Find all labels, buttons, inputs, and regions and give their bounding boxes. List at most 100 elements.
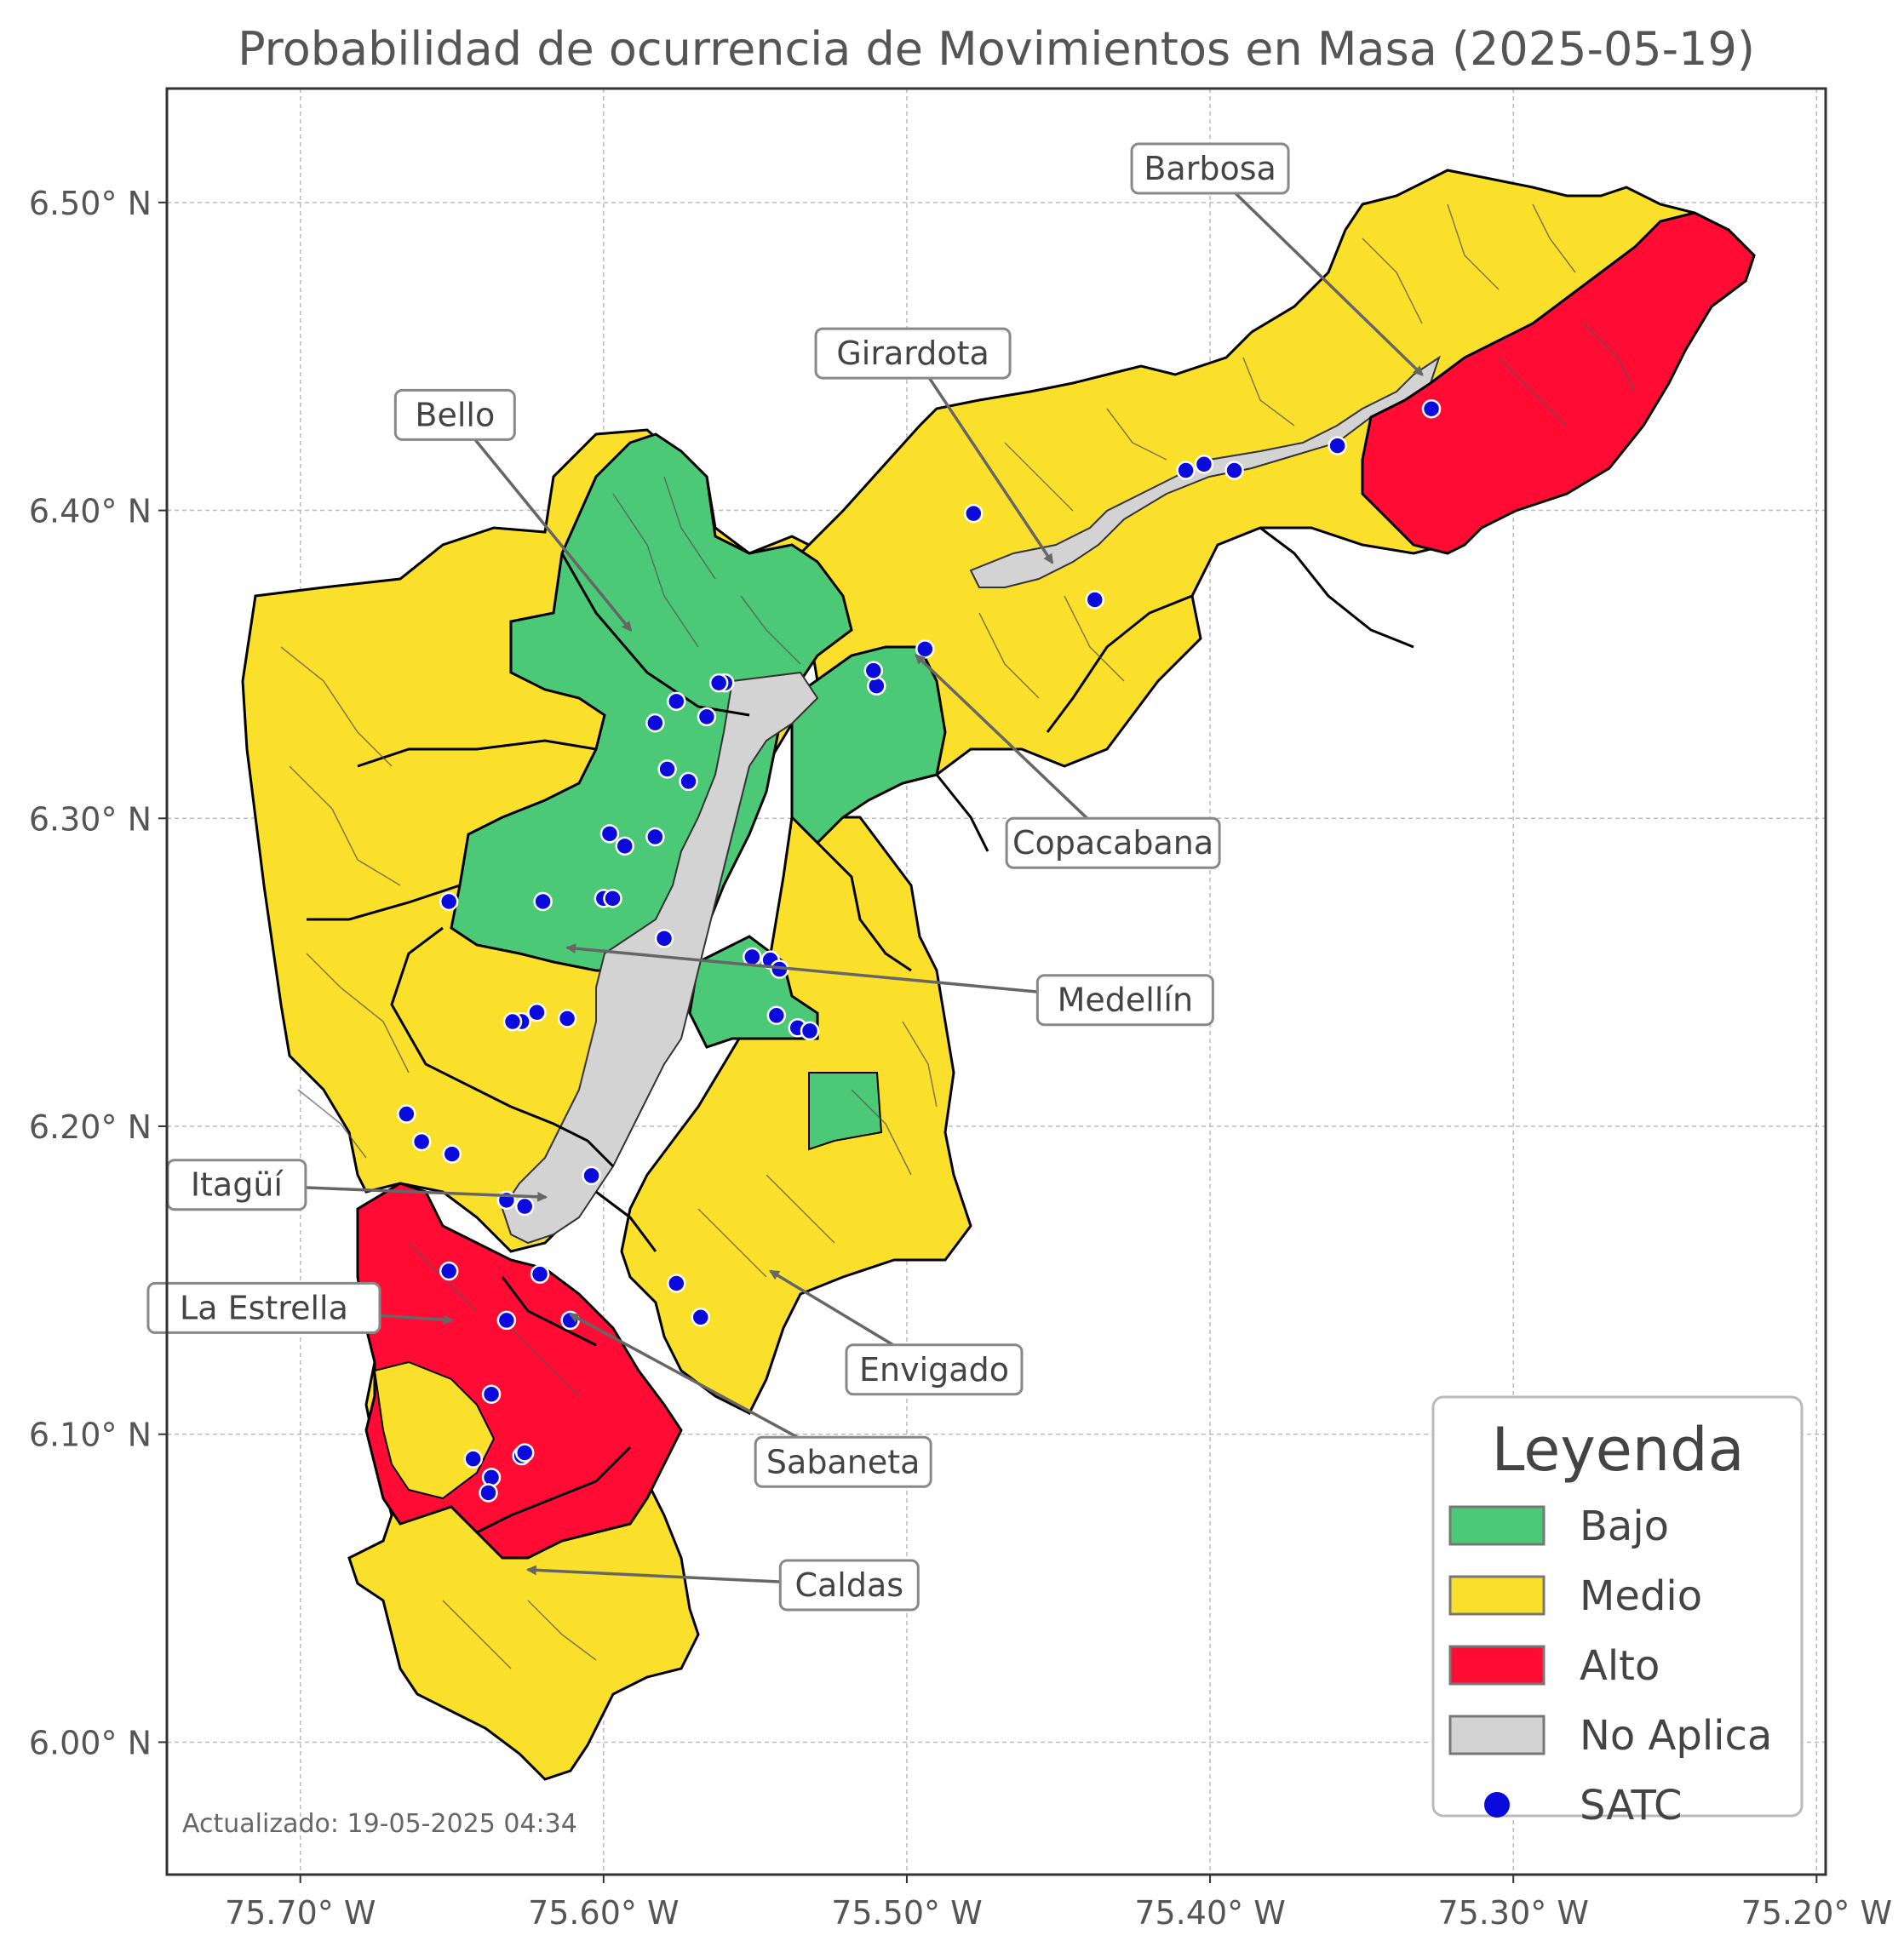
satc-station-marker[interactable] [863,661,884,680]
satc-station-marker[interactable] [708,673,729,693]
satc-station-marker[interactable] [439,891,459,912]
satc-station-marker[interactable] [557,1009,577,1028]
annotation-box [1035,974,1214,1027]
satc-station-marker[interactable] [439,1261,459,1281]
satc-station-marker[interactable] [1176,461,1196,480]
y-tick-label: 6.00° N [29,1724,152,1761]
satc-station-marker[interactable] [514,1196,535,1217]
satc-station-marker[interactable] [496,1310,517,1331]
satc-station-marker[interactable] [527,1002,547,1022]
y-tick-label: 6.30° N [29,800,152,838]
satc-station-marker[interactable] [411,1131,432,1152]
legend-swatch [1448,1715,1546,1755]
legend-item-medio: Medio [1448,1572,1702,1620]
annotation-label: La Estrella [180,1289,348,1326]
annotation-sabaneta: Sabaneta [568,1313,932,1488]
annotation-arrow [1208,167,1424,376]
legend-item-no-aplica: No Aplica [1448,1712,1772,1760]
annotation-barbosa: Barbosa [1130,142,1424,376]
annotation-bello: Bello [393,388,633,633]
annotation-label: Sabaneta [766,1443,920,1480]
satc-station-marker[interactable] [691,1308,711,1327]
satc-station-marker[interactable] [397,1104,416,1124]
annotation-arrow [453,414,633,633]
region-bajo-small[interactable] [808,1072,883,1151]
plot-frame [165,87,1827,1876]
satc-station-marker[interactable] [502,1011,523,1032]
axis-ticks: 75.70° W 75.60° W 75.50° W 75.40° W 75.30° W… [29,185,1892,1932]
satc-station-marker[interactable] [766,1005,787,1026]
region-bajo-bello[interactable] [450,432,853,972]
legend-label: SATC [1580,1782,1683,1829]
legend-label: Alto [1580,1642,1660,1690]
annotation-box [1130,142,1290,195]
satc-station-marker[interactable] [599,824,620,844]
x-tick-label: 75.60° W [528,1894,679,1932]
legend-swatch [1448,1645,1546,1686]
region-alto-northeast[interactable] [1361,211,1756,555]
legend-label: Medio [1580,1572,1702,1620]
annotation-medell-n: Medellín [565,943,1214,1027]
satc-station-marker[interactable] [964,503,984,524]
satc-station-marker[interactable] [530,1264,550,1284]
annotation-arrow [911,352,1054,564]
legend-swatch [1448,1505,1546,1546]
satc-station-marker[interactable] [463,1449,483,1469]
satc-station-marker[interactable] [1328,436,1347,455]
satc-station-marker[interactable] [645,713,665,733]
x-tick-label: 75.70° W [225,1894,376,1932]
y-tick-label: 6.50° N [29,185,152,222]
satc-station-marker[interactable] [667,691,686,712]
satc-station-marker[interactable] [654,929,674,948]
annotation-label: Copacabana [1012,824,1213,862]
satc-station-marker[interactable] [867,676,886,696]
satc-station-marker[interactable] [657,759,677,779]
satc-station-marker[interactable] [1224,461,1244,480]
region-medio-inset[interactable] [373,1360,496,1500]
annotation-copacabana: Copacabana [915,654,1221,869]
annotation-girardota: Girardota [814,327,1054,564]
annotation-box [845,1343,1024,1396]
satc-station-marker[interactable] [645,827,665,847]
y-tick-label: 6.20° N [29,1108,152,1146]
annotation-arrow [565,943,1126,1002]
annotation-box [1005,816,1221,869]
satc-station-marker[interactable] [1085,590,1104,610]
annotation-box [754,1435,932,1488]
satc-station-marker[interactable] [582,1165,601,1186]
legend-dot [1484,1792,1510,1818]
satc-station-marker[interactable] [481,1468,502,1487]
satc-station-marker[interactable] [603,889,622,908]
x-tick-label: 75.30° W [1437,1894,1588,1932]
satc-station-marker[interactable] [1194,455,1214,474]
satc-station-marker[interactable] [743,947,762,967]
annotation-label: Barbosa [1144,150,1276,187]
region-medio-southeast[interactable] [620,816,972,1416]
satc-station-marker[interactable] [442,1144,462,1164]
annotation-label: Caldas [794,1566,903,1604]
satc-station-marker[interactable] [479,1483,498,1503]
satc-station-marker[interactable] [533,891,553,912]
annotation-label: Girardota [836,335,989,372]
satc-station-marker[interactable] [800,1021,820,1041]
annotation-caldas: Caldas [525,1559,920,1612]
annotation-box [814,327,1012,380]
satc-station-marker[interactable] [514,1443,535,1463]
satc-station-marker[interactable] [915,639,935,659]
annotation-envigado: Envigado [768,1269,1024,1396]
satc-station-marker[interactable] [481,1384,502,1404]
annotation-label: Bello [415,396,495,433]
x-tick-label: 75.50° W [831,1894,982,1932]
y-tick-label: 6.10° N [29,1417,152,1454]
x-tick-label: 75.40° W [1134,1894,1285,1932]
satc-station-marker[interactable] [697,707,717,727]
subdivision-lines [280,203,1636,1669]
map-title: Probabilidad de ocurrencia de Movimiento… [238,22,1755,76]
satc-station-marker[interactable] [615,836,634,856]
satc-station-marker[interactable] [679,771,698,792]
satc-station-marker[interactable] [667,1274,686,1293]
municipality-boundaries [307,526,1414,1534]
legend-item-alto: Alto [1448,1642,1660,1690]
satc-station-marker[interactable] [1421,398,1442,419]
